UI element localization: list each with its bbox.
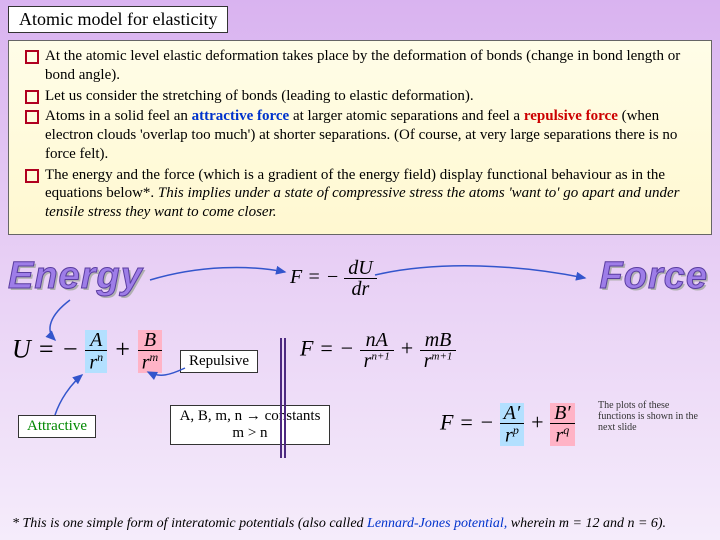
footnote-lj: Lennard-Jones potential,: [367, 516, 507, 531]
repulsive-label-box: Repulsive: [180, 350, 258, 373]
eq-F1-frac1: nA rn+1: [360, 330, 394, 371]
bullet-list: At the atomic level elastic deformation …: [19, 47, 701, 222]
eq-F2-r1: r: [505, 425, 513, 447]
eq-U-r2: r: [142, 352, 150, 374]
eq-F2-frac1: A′ rp: [500, 403, 525, 446]
eq-F1-rn1: rn+1: [360, 350, 394, 371]
eq-F2-plus: +: [530, 409, 550, 434]
eq-F2-rp: rp: [500, 423, 525, 446]
eq-dU-num: dU: [344, 258, 376, 278]
eq-F1-nA: nA: [360, 330, 394, 350]
eq-dU-lhs: F = −: [290, 266, 339, 288]
eq-F2-A: A′: [500, 403, 525, 423]
bullet-3: Atoms in a solid feel an attractive forc…: [19, 107, 701, 163]
content-box: At the atomic level elastic deformation …: [8, 40, 712, 235]
attractive-label: Attractive: [27, 418, 87, 434]
side-note-text: The plots of these functions is shown in…: [598, 400, 698, 433]
double-bar-divider: [280, 338, 286, 458]
eq-U-n: n: [97, 350, 103, 364]
repulsive-force-text: repulsive force: [524, 108, 618, 124]
title-box: Atomic model for elasticity: [8, 6, 228, 33]
equation-F1: F = − nA rn+1 + mB rm+1: [300, 330, 456, 371]
eq-U-frac2: B rm: [138, 330, 162, 373]
bullet-1-text: At the atomic level elastic deformation …: [45, 48, 680, 83]
eq-U-m: m: [150, 350, 159, 364]
title-text: Atomic model for elasticity: [19, 9, 217, 29]
eq-U-B: B: [138, 330, 162, 350]
eq-dU-frac: dU dr: [344, 258, 376, 299]
eq-F2-p: p: [513, 423, 519, 437]
eq-F2-q: q: [563, 423, 569, 437]
bullet-3b: at larger atomic separations and feel a: [289, 108, 524, 124]
eq-F1-mB: mB: [420, 330, 457, 350]
constants-line1: A, B, m, n → constants: [179, 408, 321, 425]
bullet-2-text: Let us consider the stretching of bonds …: [45, 88, 474, 104]
attractive-force-text: attractive force: [192, 108, 290, 124]
eq-F1-r2: r: [424, 350, 432, 372]
eq-U-plus: +: [114, 334, 138, 363]
bullet-2: Let us consider the stretching of bonds …: [19, 87, 701, 106]
eq-F2-rq: rq: [550, 423, 575, 446]
eq-F1-lhs: F = −: [300, 336, 354, 361]
eq-F2-frac2: B′ rq: [550, 403, 575, 446]
eq-U-A: A: [85, 330, 107, 350]
bullet-1: At the atomic level elastic deformation …: [19, 47, 701, 85]
eq-F1-rm1: rm+1: [420, 350, 457, 371]
footnote-b: wherein m = 12 and n = 6).: [507, 516, 666, 531]
repulsive-label: Repulsive: [189, 353, 249, 369]
force-wordart: Force: [600, 255, 708, 298]
equation-dU: F = − dU dr: [290, 258, 377, 299]
footnote-a: * This is one simple form of interatomic…: [12, 516, 367, 531]
eq-F2-B: B′: [550, 403, 575, 423]
constants-label-box: A, B, m, n → constants m > n: [170, 405, 330, 445]
eq-U-lhs: U = −: [12, 334, 79, 363]
eq-F1-plus: +: [399, 336, 419, 361]
bullet-4: The energy and the force (which is a gra…: [19, 166, 701, 222]
bullet-3a: Atoms in a solid feel an: [45, 108, 192, 124]
constants-line2: m > n: [179, 425, 321, 442]
footnote: * This is one simple form of interatomic…: [12, 516, 708, 532]
side-note: The plots of these functions is shown in…: [598, 400, 708, 433]
force-wordart-text: Force: [600, 255, 708, 297]
eq-F2-lhs: F = −: [440, 409, 494, 434]
eq-U-frac1: A rn: [85, 330, 107, 373]
eq-F1-exp2: m+1: [432, 350, 453, 362]
eq-U-rn: rn: [85, 350, 107, 373]
energy-wordart-text: Energy: [8, 255, 143, 297]
attractive-label-box: Attractive: [18, 415, 96, 438]
eq-U-r1: r: [89, 352, 97, 374]
eq-dU-den: dr: [344, 278, 376, 299]
eq-U-rm: rm: [138, 350, 162, 373]
energy-wordart: Energy: [8, 255, 143, 298]
eq-F1-exp1: n+1: [371, 350, 389, 362]
equation-F2: F = − A′ rp + B′ rq: [440, 403, 575, 446]
eq-F1-frac2: mB rm+1: [420, 330, 457, 371]
equation-U: U = − A rn + B rm: [12, 330, 162, 373]
